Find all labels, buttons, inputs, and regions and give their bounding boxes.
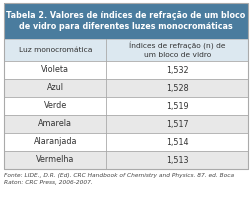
Text: Luz monocromática: Luz monocromática <box>19 47 92 53</box>
Bar <box>4 115 248 133</box>
Bar <box>4 3 248 169</box>
Text: 1,532: 1,532 <box>166 66 188 74</box>
Text: Índices de refração (n) de
um bloco de vidro: Índices de refração (n) de um bloco de v… <box>129 42 226 58</box>
Bar <box>4 151 248 169</box>
Text: 1,514: 1,514 <box>166 138 188 146</box>
Bar <box>4 97 248 115</box>
Text: Alaranjada: Alaranjada <box>34 138 77 146</box>
Text: 1,513: 1,513 <box>166 156 188 164</box>
Bar <box>4 61 248 79</box>
Text: Vermelha: Vermelha <box>36 156 74 164</box>
Bar <box>4 39 248 61</box>
Text: Verde: Verde <box>44 102 67 110</box>
Text: Fonte: LIDE., D.R. (Ed). CRC Handbook of Chemistry and Physics. 87. ed. Boca
Rat: Fonte: LIDE., D.R. (Ed). CRC Handbook of… <box>4 173 234 185</box>
Text: Tabela 2. Valores de índices de refração de um bloco
de vidro para diferentes lu: Tabela 2. Valores de índices de refração… <box>6 11 246 31</box>
Text: Violeta: Violeta <box>41 66 69 74</box>
Text: 1,519: 1,519 <box>166 102 188 110</box>
Bar <box>4 79 248 97</box>
Text: Amarela: Amarela <box>38 119 72 129</box>
Text: Azul: Azul <box>47 84 64 92</box>
Text: 1,517: 1,517 <box>166 119 188 129</box>
Bar <box>4 3 248 39</box>
Bar <box>4 133 248 151</box>
Text: 1,528: 1,528 <box>166 84 188 92</box>
